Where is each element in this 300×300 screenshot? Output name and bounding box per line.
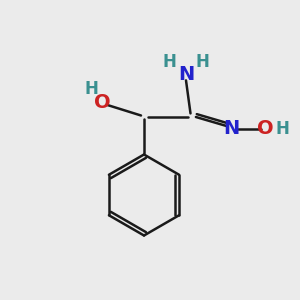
Text: H: H <box>275 120 289 138</box>
Text: H: H <box>85 80 98 98</box>
Text: O: O <box>257 119 274 139</box>
Text: N: N <box>223 119 239 139</box>
Text: O: O <box>94 92 110 112</box>
Text: H: H <box>163 53 176 71</box>
Text: N: N <box>178 65 194 85</box>
Text: H: H <box>196 53 209 71</box>
